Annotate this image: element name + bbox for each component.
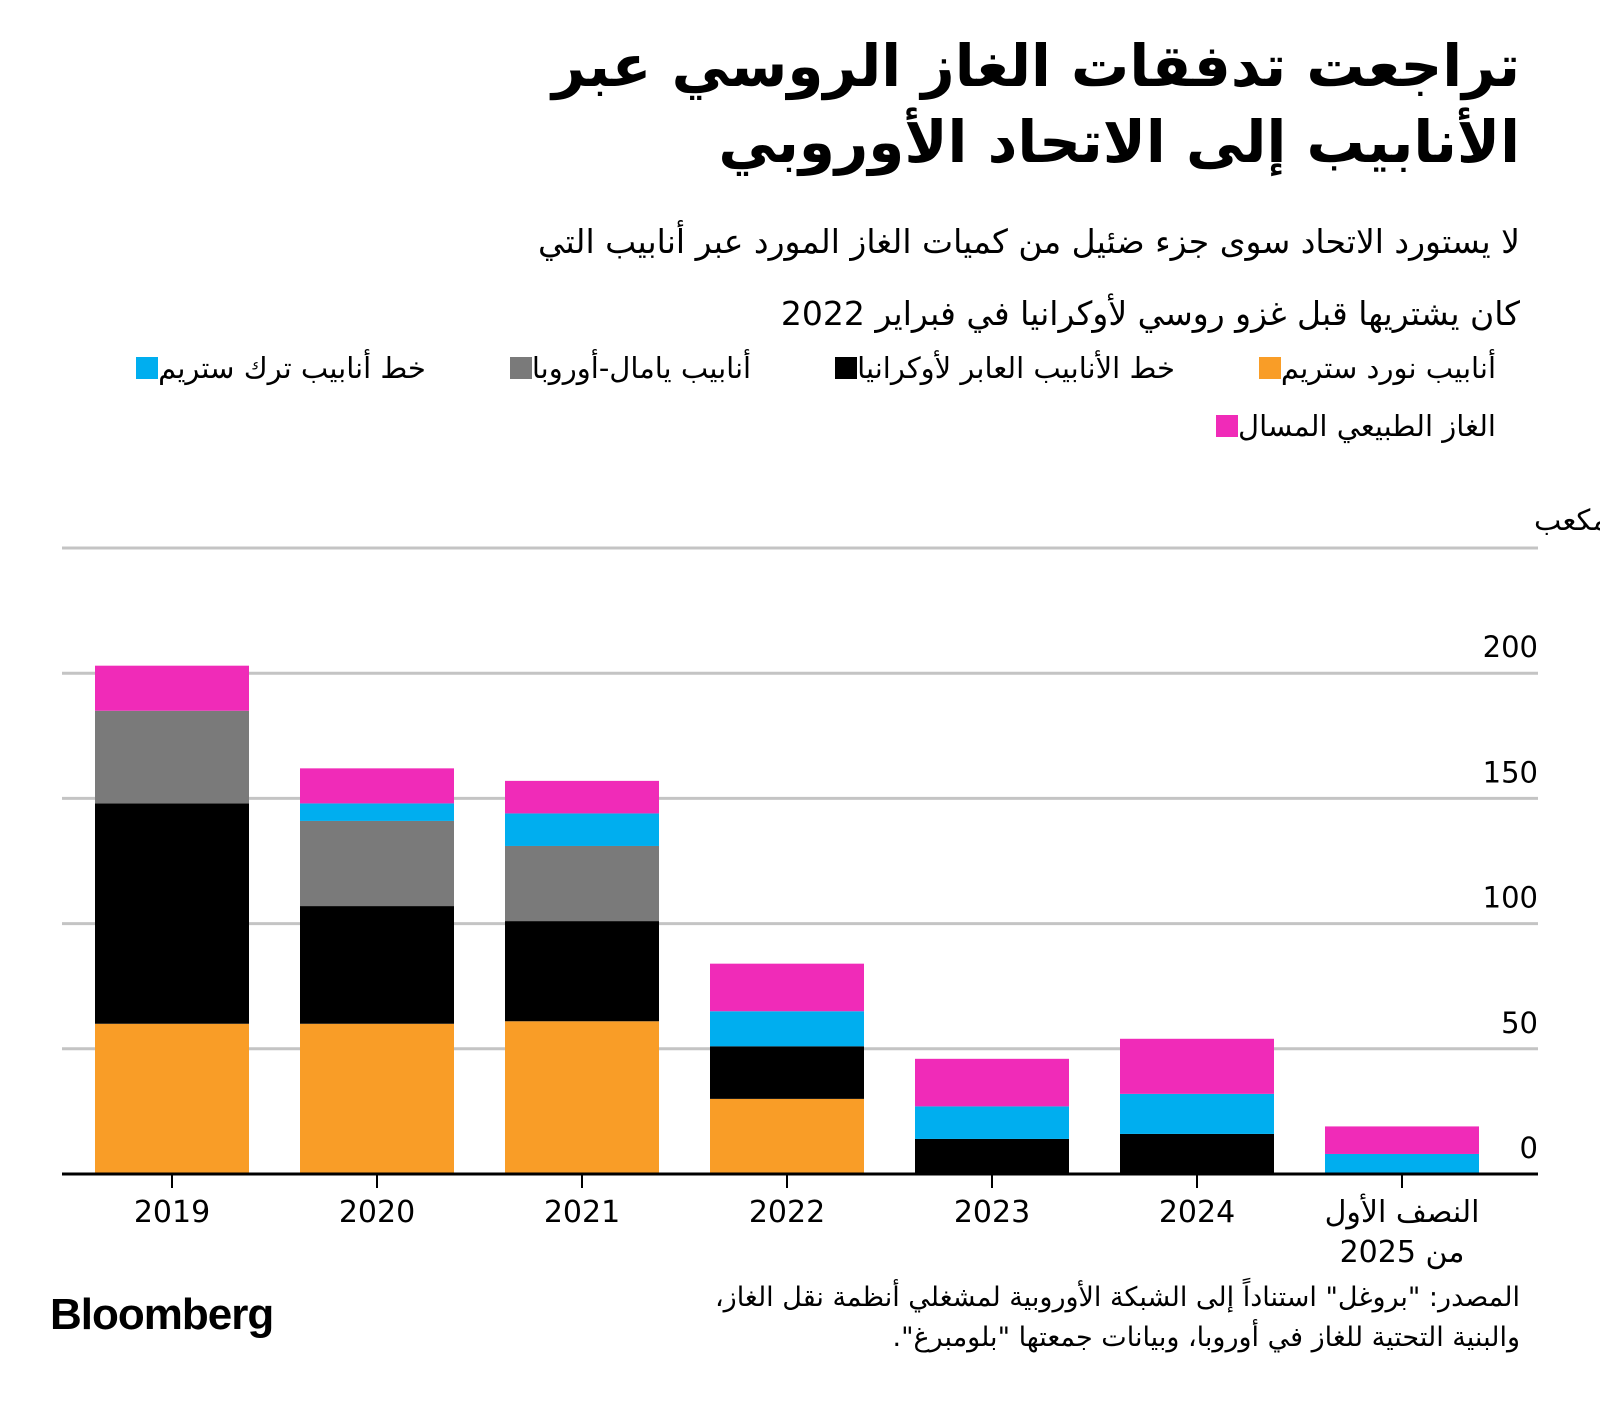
legend-label-ukraine-transit: خط الأنابيب العابر لأوكرانيا bbox=[857, 351, 1175, 385]
y-tick-label-50: 50 bbox=[1501, 1006, 1538, 1040]
bar-0-series-1 bbox=[95, 803, 249, 1024]
x-tick-label-4: 2023 bbox=[954, 1195, 1030, 1230]
legend-item-turkstream: خط أنابيب ترك ستريم bbox=[136, 351, 440, 385]
bar-4-series-4 bbox=[915, 1058, 1069, 1107]
legend-item-ukraine-transit: خط الأنابيب العابر لأوكرانيا bbox=[835, 351, 1189, 385]
legend-swatch-lng bbox=[1216, 415, 1239, 437]
bar-6-series-4 bbox=[1325, 1126, 1479, 1154]
bar-5-series-3 bbox=[1120, 1093, 1274, 1134]
x-tick-label-6-line-0: النصف الأول bbox=[1325, 1192, 1480, 1230]
y-tick-label-150: 150 bbox=[1483, 755, 1538, 789]
x-tick-label-0: 2019 bbox=[134, 1195, 210, 1230]
bar-5-series-1 bbox=[1120, 1133, 1274, 1174]
bar-3-series-3 bbox=[710, 1011, 864, 1047]
source-line-2: والبنية التحتية للغاز في أوروبا، وبيانات… bbox=[892, 1322, 1520, 1353]
bar-4-series-1 bbox=[915, 1138, 1069, 1174]
bar-3-series-1 bbox=[710, 1046, 864, 1099]
bar-1-series-1 bbox=[300, 906, 454, 1024]
bar-1-series-4 bbox=[300, 768, 454, 804]
legend-swatch-yamal-europe bbox=[509, 357, 532, 379]
bar-1-series-0 bbox=[300, 1023, 454, 1174]
source-line-1: المصدر: "بروغل" استناداً إلى الشبكة الأو… bbox=[714, 1282, 1520, 1313]
bar-0-series-2 bbox=[95, 710, 249, 804]
legend-label-yamal-europe: أنابيب يامال-أوروبا bbox=[531, 351, 752, 385]
legend-row-2: الغاز الطبيعي المسال bbox=[1216, 404, 1510, 448]
bloomberg-logo: Bloomberg bbox=[50, 1290, 274, 1339]
legend-row-1: أنابيب نورد ستريم خط الأنابيب العابر لأو… bbox=[136, 346, 1510, 390]
x-tick-label-1: 2020 bbox=[339, 1195, 415, 1230]
bar-2-series-1 bbox=[505, 921, 659, 1022]
bar-2-series-4 bbox=[505, 780, 659, 814]
legend-label-lng: الغاز الطبيعي المسال bbox=[1238, 409, 1496, 443]
x-tick-label-6-line-1: من 2025 bbox=[1340, 1235, 1465, 1270]
legend-swatch-nord-stream bbox=[1258, 357, 1281, 379]
y-tick-label-200: 200 bbox=[1483, 630, 1538, 664]
bar-3-series-0 bbox=[710, 1098, 864, 1174]
bar-0-series-0 bbox=[95, 1023, 249, 1174]
legend-item-lng: الغاز الطبيعي المسال bbox=[1216, 409, 1510, 443]
chart-title: تراجعت تدفقات الغاز الروسي عبر الأنابيب … bbox=[420, 28, 1520, 180]
legend-item-yamal-europe: أنابيب يامال-أوروبا bbox=[509, 351, 765, 385]
bar-3-series-4 bbox=[710, 963, 864, 1012]
legend-label-nord-stream: أنابيب نورد ستريم bbox=[1280, 351, 1496, 385]
title-line-2: الأنابيب إلى الاتحاد الأوروبي bbox=[718, 108, 1520, 176]
legend-label-turkstream: خط أنابيب ترك ستريم bbox=[158, 351, 426, 385]
subtitle-line-2: كان يشتريها قبل غزو روسي لأوكرانيا في فب… bbox=[780, 294, 1520, 333]
chart-subtitle: لا يستورد الاتحاد سوى جزء ضئيل من كميات … bbox=[320, 206, 1520, 350]
title-line-1: تراجعت تدفقات الغاز الروسي عبر bbox=[552, 32, 1520, 100]
legend-swatch-turkstream bbox=[136, 357, 159, 379]
x-tick-label-5: 2024 bbox=[1159, 1195, 1235, 1230]
bar-1-series-2 bbox=[300, 820, 454, 907]
x-tick-label-2: 2021 bbox=[544, 1195, 620, 1230]
source-note: المصدر: "بروغل" استناداً إلى الشبكة الأو… bbox=[520, 1278, 1520, 1358]
bar-2-series-3 bbox=[505, 813, 659, 846]
bar-0-series-4 bbox=[95, 665, 249, 711]
x-tick-label-3: 2022 bbox=[749, 1195, 825, 1230]
bar-6-series-3 bbox=[1325, 1153, 1479, 1174]
legend-item-nord-stream: أنابيب نورد ستريم bbox=[1258, 351, 1510, 385]
y-axis-unit-label: 250 مليار متر مكعب bbox=[1534, 503, 1600, 537]
legend-swatch-ukraine-transit bbox=[835, 357, 858, 379]
bar-4-series-3 bbox=[915, 1106, 1069, 1139]
bar-1-series-3 bbox=[300, 803, 454, 821]
bar-2-series-2 bbox=[505, 845, 659, 922]
subtitle-line-1: لا يستورد الاتحاد سوى جزء ضئيل من كميات … bbox=[537, 222, 1520, 261]
y-tick-label-0: 0 bbox=[1520, 1131, 1538, 1165]
bar-5-series-4 bbox=[1120, 1038, 1274, 1094]
bar-2-series-0 bbox=[505, 1021, 659, 1174]
y-tick-label-100: 100 bbox=[1483, 881, 1538, 915]
